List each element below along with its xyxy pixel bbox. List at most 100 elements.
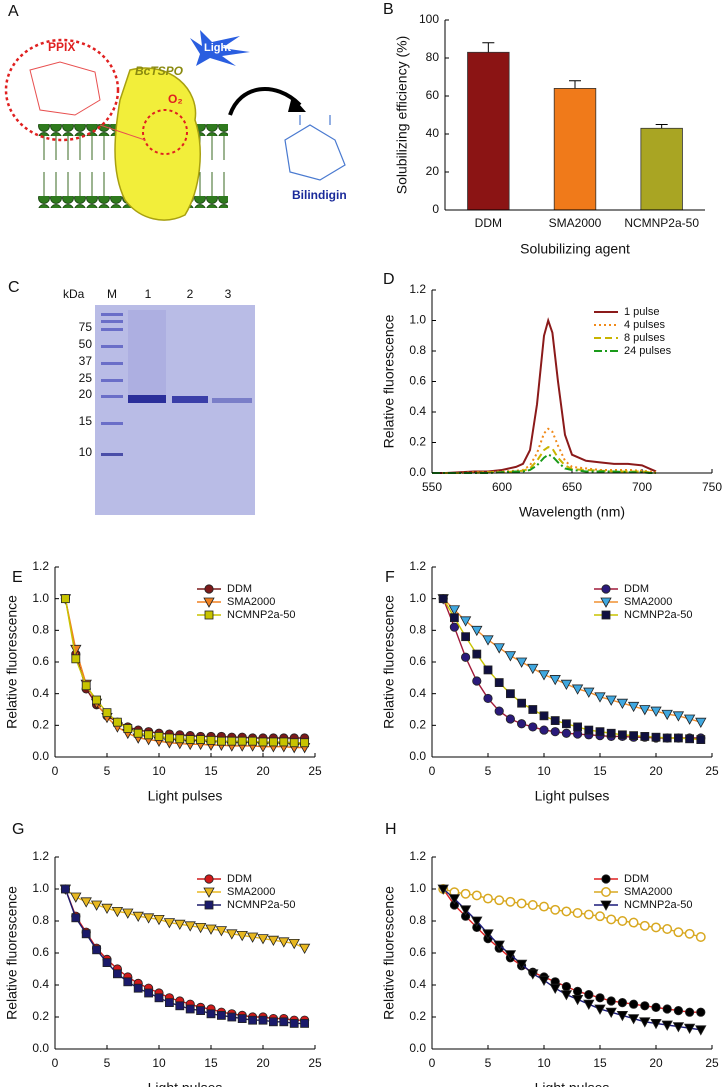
marker bbox=[606, 996, 616, 1006]
x-tick-label: NCMNP2a-50 bbox=[624, 216, 699, 230]
marker bbox=[627, 701, 640, 713]
marker bbox=[493, 940, 505, 951]
x-tick-label: 15 bbox=[204, 764, 218, 778]
marker bbox=[684, 928, 695, 939]
marker bbox=[61, 884, 70, 894]
marker bbox=[227, 736, 237, 746]
marker bbox=[639, 705, 651, 716]
unit-label: kDa bbox=[63, 287, 85, 301]
marker bbox=[672, 1022, 685, 1033]
marker bbox=[483, 893, 493, 904]
protein bbox=[114, 67, 201, 221]
legend-marker bbox=[203, 887, 215, 898]
x-axis-label: Wavelength (nm) bbox=[519, 504, 625, 520]
y-tick-label: 0.2 bbox=[409, 435, 426, 449]
x-tick-label: 20 bbox=[649, 1056, 663, 1070]
marker bbox=[662, 924, 673, 934]
marker bbox=[517, 698, 526, 708]
panel-letter: A bbox=[8, 3, 19, 20]
marker bbox=[628, 917, 639, 928]
marker bbox=[123, 724, 133, 733]
marker-label: 75 bbox=[79, 320, 93, 334]
legend-marker bbox=[204, 900, 214, 910]
legend-label: DDM bbox=[624, 583, 649, 595]
marker bbox=[154, 993, 164, 1003]
arrow-head bbox=[288, 96, 306, 112]
marker bbox=[92, 695, 101, 705]
x-tick-label: 5 bbox=[485, 764, 492, 778]
marker bbox=[257, 934, 269, 945]
marker bbox=[684, 1007, 695, 1017]
x-tick-label: 600 bbox=[492, 480, 512, 494]
legend-marker bbox=[601, 874, 611, 884]
legend-marker bbox=[601, 610, 611, 620]
marker bbox=[90, 900, 103, 911]
y-tick-label: 0.6 bbox=[409, 654, 426, 668]
x-tick-label: 5 bbox=[104, 1056, 111, 1070]
marker bbox=[471, 916, 483, 927]
legend-label: NCMNP2a-50 bbox=[624, 899, 692, 911]
marker bbox=[196, 735, 206, 744]
x-tick-label: 10 bbox=[152, 764, 166, 778]
band bbox=[128, 395, 166, 403]
marker bbox=[438, 594, 448, 604]
legend-label: NCMNP2a-50 bbox=[624, 609, 692, 621]
marker bbox=[594, 692, 606, 703]
marker bbox=[683, 714, 696, 725]
y-tick-label: 1.2 bbox=[32, 559, 49, 573]
y-tick-label: 20 bbox=[426, 164, 440, 178]
legend-label: 24 pulses bbox=[624, 345, 672, 357]
marker bbox=[573, 722, 582, 732]
marker bbox=[459, 616, 472, 627]
legend-marker bbox=[204, 584, 214, 594]
marker bbox=[70, 892, 82, 903]
marker bbox=[289, 738, 299, 748]
legend-label: SMA2000 bbox=[227, 596, 275, 608]
zoom-line bbox=[99, 124, 146, 141]
marker bbox=[595, 993, 605, 1003]
marker bbox=[583, 909, 594, 920]
marker bbox=[583, 687, 595, 698]
marker bbox=[538, 975, 550, 987]
marker bbox=[206, 1009, 216, 1019]
legend-label: DDM bbox=[227, 873, 252, 885]
marker bbox=[650, 706, 662, 717]
marker bbox=[639, 1017, 651, 1028]
marker bbox=[560, 679, 573, 690]
series-line bbox=[432, 445, 657, 474]
marker bbox=[560, 990, 573, 1001]
lane-label: 1 bbox=[145, 287, 152, 301]
marker bbox=[618, 730, 627, 740]
marker bbox=[81, 929, 91, 939]
marker bbox=[595, 727, 605, 737]
series-line bbox=[64, 598, 305, 749]
marker bbox=[267, 935, 280, 947]
marker bbox=[164, 998, 174, 1007]
marker bbox=[122, 908, 134, 919]
x-tick-label: 5 bbox=[485, 1056, 492, 1070]
marker bbox=[482, 929, 494, 940]
y-tick-label: 0.2 bbox=[409, 718, 426, 732]
marker bbox=[133, 728, 143, 738]
y-tick-label: 0.0 bbox=[32, 749, 49, 763]
marker bbox=[449, 622, 459, 632]
marker bbox=[695, 717, 707, 728]
marker bbox=[494, 706, 504, 716]
legend-marker bbox=[600, 900, 612, 911]
marker bbox=[268, 737, 278, 747]
marker bbox=[289, 1019, 299, 1028]
marker bbox=[101, 903, 113, 915]
lane-label: 2 bbox=[187, 287, 194, 301]
band bbox=[172, 396, 208, 403]
x-tick-label: DDM bbox=[475, 216, 502, 230]
marker bbox=[142, 913, 155, 924]
x-axis-label: Light pulses bbox=[535, 1080, 610, 1087]
x-tick-label: 750 bbox=[702, 480, 722, 494]
marker bbox=[561, 906, 572, 917]
marker bbox=[163, 918, 176, 929]
marker bbox=[102, 958, 112, 967]
